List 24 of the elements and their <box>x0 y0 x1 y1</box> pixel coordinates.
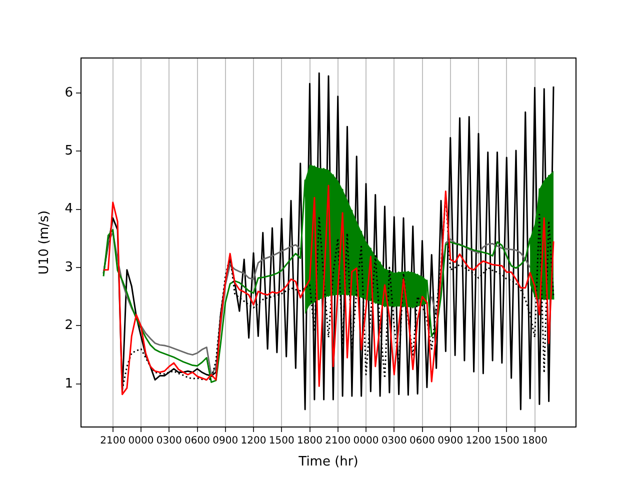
x-tick-label: 0000 <box>128 436 154 447</box>
y-tick-label: 2 <box>64 318 73 334</box>
y-axis-title: U10 (m/s) <box>37 210 52 275</box>
x-tick-label: 0300 <box>381 436 407 447</box>
y-tick-label: 4 <box>64 202 73 217</box>
x-tick-label: 0600 <box>184 436 210 447</box>
x-axis-title: Time (hr) <box>298 454 358 470</box>
x-tick-label: 1200 <box>240 436 266 447</box>
x-tick-label: 1500 <box>494 436 520 447</box>
y-tick-label: 5 <box>64 144 73 158</box>
x-tick-label: 1200 <box>466 436 492 447</box>
x-tick-label: 0900 <box>438 436 464 447</box>
x-tick-label: 0000 <box>353 436 379 447</box>
x-tick-label: 0300 <box>156 436 182 447</box>
y-tick-label: 1 <box>64 376 73 392</box>
x-tick-label: 2100 <box>100 436 126 447</box>
x-tick-label: 1800 <box>297 436 322 447</box>
x-tick-label: 0600 <box>410 436 435 447</box>
x-tick-label: 1500 <box>268 436 294 447</box>
x-tick-label: 0900 <box>212 436 238 447</box>
y-tick-label: 3 <box>64 260 73 275</box>
x-tick-label: 1800 <box>522 436 548 447</box>
x-tick-label: 2100 <box>325 436 351 447</box>
y-tick-label: 6 <box>64 85 73 100</box>
